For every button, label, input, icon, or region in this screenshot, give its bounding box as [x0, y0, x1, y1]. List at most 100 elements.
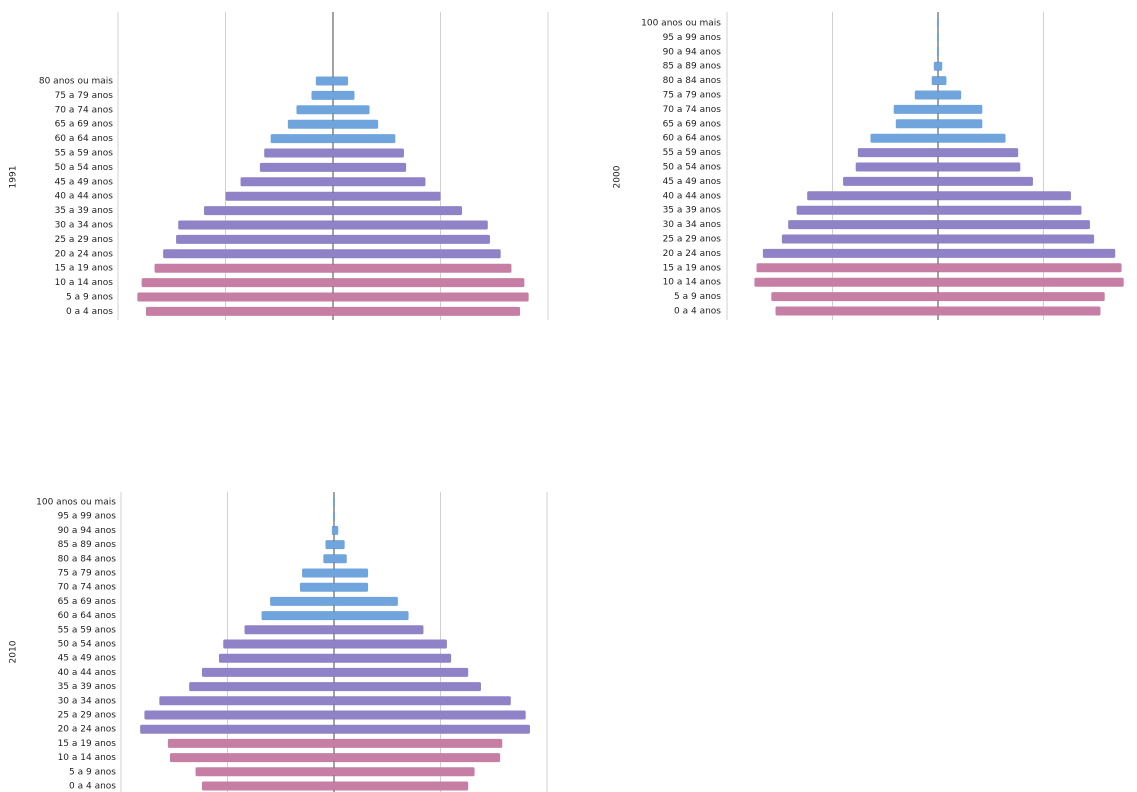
bar-right-65-a-69-anos	[333, 119, 379, 129]
age-group-label: 70 a 74 anos	[663, 105, 722, 115]
age-group-label: 20 a 24 anos	[55, 249, 114, 259]
year-label: 1991	[9, 166, 19, 189]
bar-left-15-a-19-anos	[167, 738, 334, 748]
pyramid-panel-2000: 2000 0 a 4 anos 5 a 9 anos 10 a 14 anos 15 a…	[613, 12, 1124, 320]
age-group-label: 80 a 84 anos	[58, 554, 117, 564]
bar-right-15-a-19-anos	[938, 263, 1122, 273]
age-group-label: 35 a 39 anos	[55, 206, 114, 216]
bar-left-25-a-29-anos	[176, 234, 333, 244]
bar-left-20-a-24-anos	[163, 249, 333, 259]
bar-right-5-a-9-anos	[334, 767, 475, 777]
bar-right-50-a-54-anos	[938, 162, 1021, 172]
bar-left-100-anos-ou-mais	[937, 18, 938, 28]
age-group-label: 0 a 4 anos	[66, 307, 113, 317]
bar-right-35-a-39-anos	[334, 682, 481, 692]
bar-left-30-a-34-anos	[178, 220, 333, 230]
bar-right-90-a-94-anos	[334, 525, 339, 535]
bar-left-40-a-44-anos	[201, 667, 334, 677]
bar-left-5-a-9-anos	[137, 292, 333, 302]
bar-left-55-a-59-anos	[264, 148, 333, 158]
bar-left-50-a-54-anos	[259, 162, 333, 172]
bar-left-85-a-89-anos	[325, 540, 334, 550]
bar-right-0-a-4-anos	[334, 781, 469, 791]
bar-right-55-a-59-anos	[333, 148, 404, 158]
bar-left-10-a-14-anos	[169, 753, 334, 763]
age-group-label: 75 a 79 anos	[58, 569, 117, 579]
age-group-label: 55 a 59 anos	[58, 625, 117, 635]
bar-right-10-a-14-anos	[334, 753, 501, 763]
bar-right-30-a-34-anos	[938, 220, 1090, 230]
bar-right-45-a-49-anos	[334, 653, 452, 663]
bar-right-15-a-19-anos	[334, 738, 503, 748]
bar-right-20-a-24-anos	[334, 724, 530, 734]
bar-left-70-a-74-anos	[296, 105, 333, 115]
pyramid-panel-2010: 2010 0 a 4 anos 5 a 9 anos 10 a 14 anos 15 a…	[9, 492, 548, 792]
bar-right-5-a-9-anos	[333, 292, 529, 302]
age-group-label: 0 a 4 anos	[674, 307, 721, 317]
year-label: 2000	[613, 165, 623, 188]
age-group-label: 70 a 74 anos	[55, 105, 114, 115]
bar-left-55-a-59-anos	[857, 148, 938, 158]
bar-right-50-a-54-anos	[333, 162, 407, 172]
age-group-label: 15 a 19 anos	[58, 739, 117, 749]
bar-left-75-a-79-anos	[302, 568, 334, 578]
age-group-label: 75 a 79 anos	[663, 91, 722, 101]
bar-left-10-a-14-anos	[754, 277, 938, 287]
bar-right-5-a-9-anos	[938, 292, 1105, 302]
age-group-label: 95 a 99 anos	[58, 512, 117, 522]
bar-right-30-a-34-anos	[334, 696, 511, 706]
age-group-label: 40 a 44 anos	[663, 191, 722, 201]
bar-right-100-anos-ou-mais	[938, 18, 939, 28]
bar-right-35-a-39-anos	[333, 206, 462, 216]
bar-right-50-a-54-anos	[334, 639, 447, 649]
bar-left-45-a-49-anos	[843, 176, 938, 186]
bar-left-5-a-9-anos	[195, 767, 334, 777]
bar-right-25-a-29-anos	[333, 234, 490, 244]
bar-right-75-a-79-anos	[333, 90, 355, 100]
bar-left-95-a-99-anos	[937, 32, 938, 42]
age-group-label: 85 a 89 anos	[663, 62, 722, 72]
bar-left-40-a-44-anos	[807, 191, 938, 201]
bar-right-0-a-4-anos	[333, 306, 521, 316]
age-group-label: 25 a 29 anos	[663, 235, 722, 245]
age-group-label: 65 a 69 anos	[663, 119, 722, 129]
age-group-label: 55 a 59 anos	[55, 149, 114, 159]
bar-left-5-a-9-anos	[771, 292, 938, 302]
age-group-label: 10 a 14 anos	[663, 278, 722, 288]
bar-left-55-a-59-anos	[244, 625, 334, 635]
age-group-label: 55 a 59 anos	[663, 148, 722, 158]
bar-right-20-a-24-anos	[333, 249, 501, 259]
bar-left-45-a-49-anos	[240, 177, 333, 187]
bar-right-70-a-74-anos	[938, 104, 983, 114]
bar-right-80-a-84-anos	[938, 76, 947, 86]
age-group-label: 45 a 49 anos	[663, 177, 722, 187]
bar-right-70-a-74-anos	[333, 105, 370, 115]
bar-left-60-a-64-anos	[261, 611, 334, 621]
bar-left-90-a-94-anos	[331, 525, 334, 535]
bar-right-45-a-49-anos	[333, 177, 426, 187]
age-group-label: 30 a 34 anos	[55, 221, 114, 231]
bar-left-30-a-34-anos	[159, 696, 334, 706]
bar-left-30-a-34-anos	[788, 220, 938, 230]
bar-right-20-a-24-anos	[938, 248, 1116, 258]
bar-right-60-a-64-anos	[334, 611, 409, 621]
age-group-label: 10 a 14 anos	[55, 278, 114, 288]
bar-right-85-a-89-anos	[334, 540, 345, 550]
age-group-label: 60 a 64 anos	[663, 134, 722, 144]
bar-right-40-a-44-anos	[334, 667, 469, 677]
age-group-label: 60 a 64 anos	[55, 134, 114, 144]
bar-left-65-a-69-anos	[895, 119, 938, 129]
age-group-label: 70 a 74 anos	[58, 583, 117, 593]
age-group-label: 25 a 29 anos	[55, 235, 114, 245]
age-group-label: 5 a 9 anos	[69, 767, 116, 777]
age-group-label: 5 a 9 anos	[66, 293, 113, 303]
bar-right-35-a-39-anos	[938, 205, 1082, 215]
bar-left-35-a-39-anos	[189, 682, 334, 692]
bar-right-55-a-59-anos	[938, 148, 1019, 158]
age-group-label: 35 a 39 anos	[663, 206, 722, 216]
bar-left-35-a-39-anos	[204, 206, 333, 216]
age-group-label: 15 a 19 anos	[55, 264, 114, 274]
bar-left-80-anos-ou-mais	[315, 76, 333, 86]
bar-right-15-a-19-anos	[333, 263, 512, 273]
bar-right-70-a-74-anos	[334, 582, 369, 592]
